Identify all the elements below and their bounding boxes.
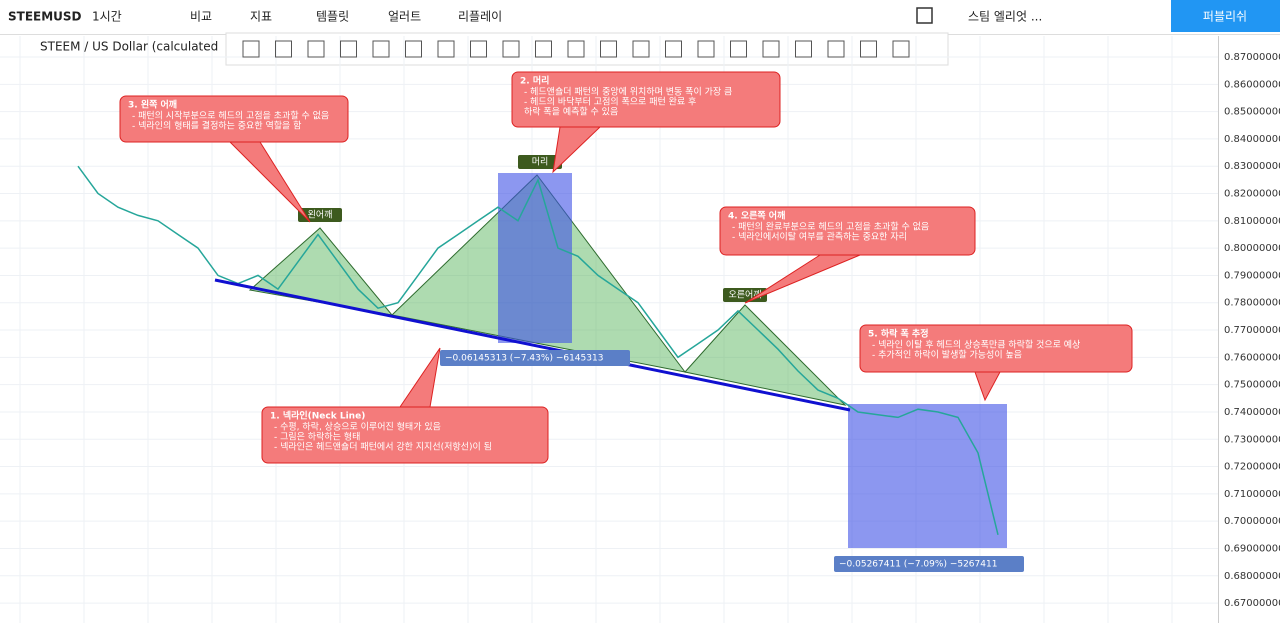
y-tick-label: 0.74000000 [1224, 407, 1280, 418]
y-tick-label: 0.76000000 [1224, 352, 1280, 363]
pattern-label: 머리 [532, 157, 549, 168]
y-tick-label: 0.79000000 [1224, 270, 1280, 281]
callout-line: - 넥라인에서이탈 여부를 관측하는 중요한 자리 [732, 231, 907, 243]
pattern-label-bg [298, 208, 342, 222]
measure-label-bg [834, 556, 1024, 572]
y-tick-label: 0.73000000 [1224, 434, 1280, 445]
pattern-triangle [684, 304, 847, 406]
callout-title: 5. 하락 폭 추정 [868, 328, 928, 340]
toolbar-item[interactable]: 비교 [190, 10, 212, 24]
publish-button[interactable] [1171, 0, 1280, 32]
measure-box [498, 173, 572, 343]
measure-label: −0.06145313 (−7.43%) −6145313 [445, 354, 603, 364]
callout-tail [228, 141, 311, 223]
y-tick-label: 0.80000000 [1224, 243, 1280, 254]
checkbox[interactable] [916, 7, 933, 24]
callout [511, 71, 781, 128]
callout-line: - 패턴의 시작부분으로 헤드의 고점을 초과할 수 없음 [132, 110, 329, 122]
draw-tool-icon[interactable] [892, 40, 910, 58]
draw-tool-icon[interactable] [535, 40, 552, 58]
toolbar-item[interactable]: 템플릿 [316, 10, 349, 24]
layout-name[interactable]: 스팀 엘리엇 ... [968, 10, 1042, 24]
measure-label: −0.05267411 (−7.09%) −5267411 [839, 560, 997, 570]
y-tick-label: 0.78000000 [1224, 298, 1280, 309]
publish-label[interactable]: 퍼블리쉬 [1203, 10, 1247, 24]
callout-line: - 추가적인 하락이 발생할 가능성이 높음 [872, 349, 1022, 361]
draw-tool-icon[interactable] [697, 40, 715, 58]
pattern-label-bg [518, 155, 562, 169]
callout-line: - 그림은 하락하는 형태 [274, 431, 360, 443]
callout [261, 406, 549, 464]
callout-line: - 넥라인은 헤드앤숄더 패턴에서 강한 지지선(저항선)이 됨 [274, 441, 492, 453]
callout [859, 324, 1133, 373]
draw-tool-icon[interactable] [632, 40, 650, 58]
draw-tool-icon[interactable] [275, 40, 292, 58]
y-tick-label: 0.86000000 [1224, 79, 1280, 90]
interval[interactable]: 1시간 [92, 10, 122, 24]
callout-line: - 패턴의 완료부분으로 헤드의 고점을 초과할 수 없음 [732, 221, 929, 233]
neckline [214, 278, 851, 412]
y-tick-label: 0.68000000 [1224, 571, 1280, 582]
y-tick-label: 0.81000000 [1224, 216, 1280, 227]
toolbar-item[interactable]: 리플레이 [458, 10, 502, 24]
symbol-legend: STEEM / US Dollar (calculated [40, 40, 218, 54]
y-tick-label: 0.85000000 [1224, 107, 1280, 118]
draw-tool-icon[interactable] [307, 40, 325, 58]
y-tick-label: 0.77000000 [1224, 325, 1280, 336]
draw-tool-icon[interactable] [502, 40, 520, 58]
y-tick-label: 0.67000000 [1224, 598, 1280, 609]
draw-tool-icon[interactable] [795, 40, 812, 58]
callout [719, 206, 976, 256]
symbol[interactable]: STEEMUSD [8, 10, 82, 24]
pattern-label: 왼어깨 [308, 209, 333, 221]
callout-title: 1. 넥라인(Neck Line) [270, 410, 365, 422]
draw-tool-icon[interactable] [470, 40, 487, 58]
top-toolbar [0, 0, 1280, 34]
callout-tail [552, 126, 602, 174]
callout-line: 하락 폭을 예측할 수 있음 [524, 106, 618, 118]
measure-label-bg [440, 350, 630, 366]
callout-line: - 넥라인 이탈 후 헤드의 상승폭만큼 하락할 것으로 예상 [872, 339, 1080, 351]
toolbar-item[interactable]: 지표 [250, 10, 272, 24]
callout-line: - 헤드앤숄더 패턴의 중앙에 위치하며 변동 폭이 가장 큼 [524, 86, 732, 98]
callout-line: - 넥라인의 형태를 결정하는 중요한 역할을 함 [132, 121, 301, 132]
draw-tool-icon[interactable] [827, 40, 845, 58]
y-tick-label: 0.82000000 [1224, 189, 1280, 200]
y-tick-label: 0.83000000 [1224, 161, 1280, 172]
price-line [77, 165, 999, 535]
y-tick-label: 0.70000000 [1224, 516, 1280, 527]
callout-tail [744, 254, 861, 304]
y-tick-label: 0.69000000 [1224, 543, 1280, 554]
draw-tool-icon[interactable] [860, 40, 877, 58]
draw-tool-icon[interactable] [567, 40, 585, 58]
callout-tail [974, 371, 1001, 402]
draw-tool-icon[interactable] [665, 40, 682, 58]
draw-tool-icon[interactable] [762, 40, 780, 58]
callout-line: - 헤드의 바닥부터 고점의 폭으로 패턴 완료 후 [524, 96, 696, 108]
y-tick-label: 0.75000000 [1224, 380, 1280, 391]
callout-line: - 수평, 하락, 상승으로 이루어진 형태가 있음 [274, 421, 441, 433]
callout [119, 95, 349, 143]
y-tick-label: 0.72000000 [1224, 462, 1280, 473]
callout-title: 3. 왼쪽 어깨 [128, 99, 177, 111]
draw-tool-icon[interactable] [372, 40, 390, 58]
callout-title: 4. 오른쪽 어깨 [728, 210, 785, 222]
drawing-toolbar [225, 32, 949, 66]
draw-tool-icon[interactable] [242, 40, 260, 58]
draw-tool-icon[interactable] [405, 40, 422, 58]
toolbar-item[interactable]: 얼러트 [388, 10, 421, 24]
y-tick-label: 0.87000000 [1224, 52, 1280, 63]
draw-tool-icon[interactable] [437, 40, 455, 58]
y-tick-label: 0.84000000 [1224, 134, 1280, 145]
y-tick-label: 0.71000000 [1224, 489, 1280, 500]
draw-tool-icon[interactable] [600, 40, 617, 58]
draw-tool-icon[interactable] [340, 40, 357, 58]
measure-box [848, 404, 1007, 548]
callout-title: 2. 머리 [520, 75, 549, 87]
draw-tool-icon[interactable] [730, 40, 747, 58]
